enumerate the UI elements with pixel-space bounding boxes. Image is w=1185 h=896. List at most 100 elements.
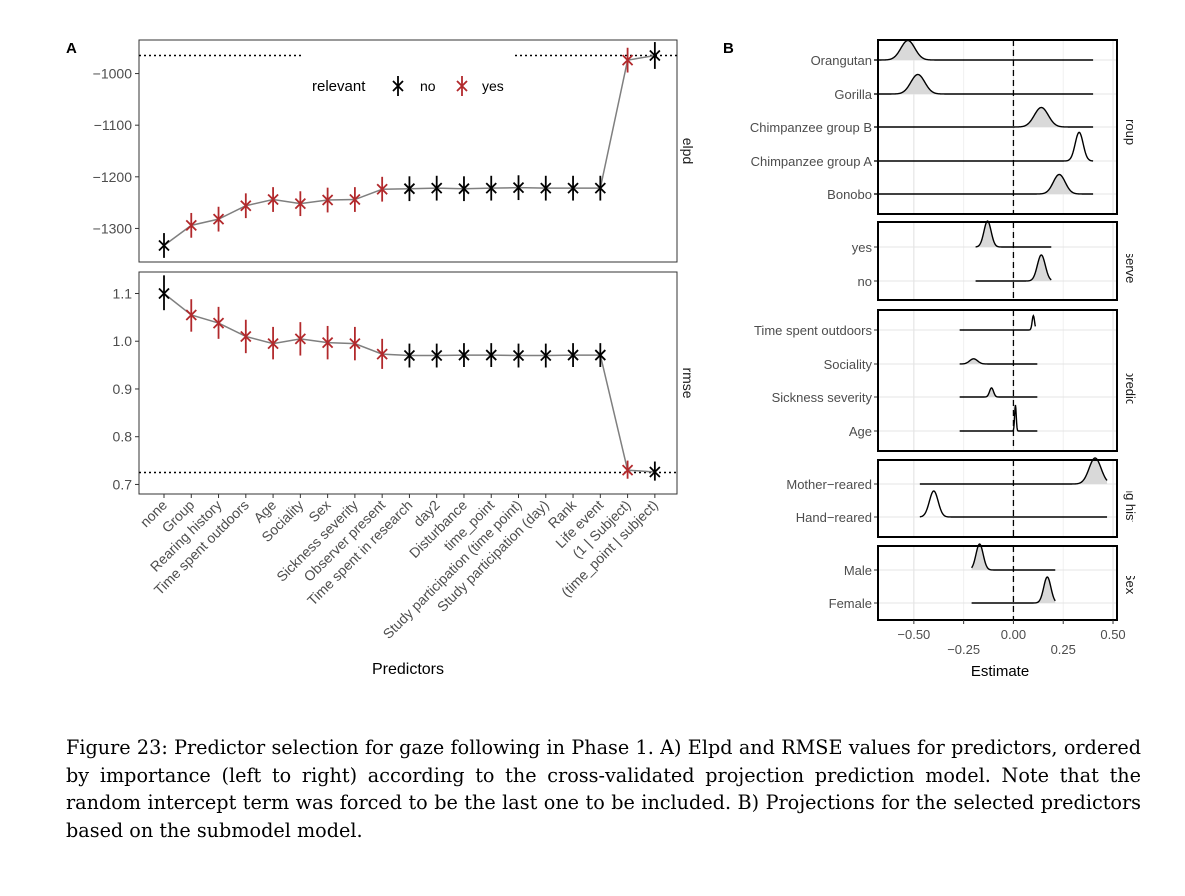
y-tick-label: Sickness severity — [772, 390, 873, 405]
y-tick-label: Bonobo — [827, 187, 872, 202]
data-point-elpd — [594, 182, 606, 194]
data-point-rmse — [594, 349, 606, 361]
series-line-rmse — [163, 292, 655, 473]
series-line-elpd — [163, 54, 655, 247]
facet-frame — [877, 545, 1118, 621]
x-tick-label: 0.00 — [1001, 627, 1026, 642]
density-curve — [874, 73, 1094, 95]
data-point-rmse — [185, 309, 197, 321]
density-curve — [874, 106, 1094, 128]
data-point-rmse — [294, 333, 306, 345]
density-curve — [959, 358, 1038, 365]
density-fill — [888, 40, 927, 60]
y-tick-label-elpd: −1000 — [93, 66, 133, 82]
facet-frame-elpd — [138, 39, 678, 263]
figure-caption: Figure 23: Predictor selection for gaze … — [66, 736, 1141, 842]
density-fill — [898, 74, 937, 94]
density-curve — [919, 490, 1108, 518]
legend-item-label: yes — [482, 78, 504, 94]
data-point-rmse — [540, 349, 552, 362]
density-fill — [1042, 174, 1076, 194]
y-tick-label-rmse: 0.7 — [113, 476, 133, 492]
y-tick-label-elpd: −1100 — [94, 117, 132, 133]
x-axis-title: Predictors — [372, 661, 444, 678]
density-fill — [977, 221, 998, 247]
legend-title: relevant — [312, 78, 366, 95]
density-curve — [874, 173, 1094, 195]
data-point-rmse — [458, 349, 470, 361]
data-point-rmse — [267, 337, 279, 350]
data-point-elpd — [376, 183, 388, 195]
data-point-elpd — [321, 194, 334, 206]
facet-frame — [877, 221, 1118, 301]
data-point-elpd — [540, 182, 552, 194]
facet-frame-rmse — [138, 271, 678, 495]
density-curve — [971, 576, 1056, 604]
facet-strip-label: Observer — [1123, 234, 1138, 288]
density-curve — [959, 387, 1038, 398]
facet-strip-label: Other predictors — [1123, 334, 1138, 428]
y-tick-label: Orangutan — [811, 53, 872, 68]
data-point-rmse — [403, 349, 416, 362]
y-tick-label: Sociality — [824, 357, 873, 372]
data-point-elpd — [240, 200, 252, 212]
x-axis-title: Estimate — [971, 663, 1029, 680]
data-point-elpd — [403, 183, 416, 195]
data-point-rmse — [649, 466, 661, 478]
y-tick-label: Hand−reared — [796, 510, 872, 525]
data-point-elpd — [212, 213, 225, 225]
density-curve — [959, 314, 1037, 331]
y-tick-label-rmse: 0.9 — [113, 381, 133, 397]
facet-strip-label: Sex — [1123, 572, 1138, 595]
legend-item-label: no — [420, 78, 436, 94]
panel-b-label: B — [723, 40, 734, 57]
x-tick-label: −0.50 — [897, 627, 930, 642]
data-point-elpd — [267, 193, 279, 206]
data-point-elpd — [294, 198, 306, 210]
y-tick-label-rmse: 1.1 — [113, 285, 133, 301]
y-tick-label: Male — [844, 563, 872, 578]
density-curve — [975, 254, 1052, 282]
y-tick-label: Age — [849, 424, 872, 439]
y-tick-label: Gorilla — [834, 87, 872, 102]
data-point-rmse — [512, 349, 525, 362]
y-tick-label-rmse: 1.0 — [113, 333, 133, 349]
data-point-elpd — [431, 182, 443, 194]
data-point-elpd — [567, 182, 579, 194]
data-point-elpd — [185, 219, 197, 231]
density-fill — [986, 387, 997, 397]
y-tick-label: Time spent outdoors — [754, 323, 873, 338]
y-tick-label-elpd: −1300 — [93, 220, 133, 236]
data-point-rmse — [485, 349, 497, 361]
y-tick-label: Chimpanzee group A — [751, 154, 873, 169]
data-point-rmse — [376, 348, 388, 360]
data-point-rmse — [621, 464, 634, 476]
y-tick-label: yes — [852, 240, 873, 255]
y-tick-label-elpd: −1200 — [93, 169, 133, 185]
density-curve — [874, 131, 1094, 162]
data-point-rmse — [158, 287, 170, 300]
density-fill — [1022, 107, 1061, 127]
y-tick-label: no — [858, 274, 872, 289]
facet-strip-label: Group — [1123, 109, 1138, 145]
x-tick-label: −0.25 — [947, 642, 980, 657]
y-tick-label: Female — [829, 596, 872, 611]
legend-key-marker — [392, 80, 404, 92]
facet-strip-label: Rearing history — [1123, 455, 1138, 543]
facet-strip-label-rmse: rmse — [680, 367, 696, 398]
y-tick-label: Mother−reared — [786, 477, 872, 492]
data-point-rmse — [431, 349, 443, 362]
y-tick-label: Chimpanzee group B — [750, 120, 872, 135]
data-point-rmse — [349, 337, 361, 350]
panel-a-chart: −1000 −1100 −1200 −1300 elpd 0.7 0.8 0.9 1.0 1.1 r… — [93, 39, 696, 678]
data-point-elpd — [158, 239, 170, 252]
data-point-elpd — [621, 54, 634, 66]
panel-a-label: A — [66, 40, 77, 57]
data-point-elpd — [512, 182, 525, 194]
facet-frame — [877, 309, 1118, 452]
data-point-rmse — [212, 317, 225, 329]
density-curve — [959, 404, 1038, 432]
x-tick-label: 0.25 — [1051, 642, 1076, 657]
data-point-elpd — [485, 182, 497, 194]
